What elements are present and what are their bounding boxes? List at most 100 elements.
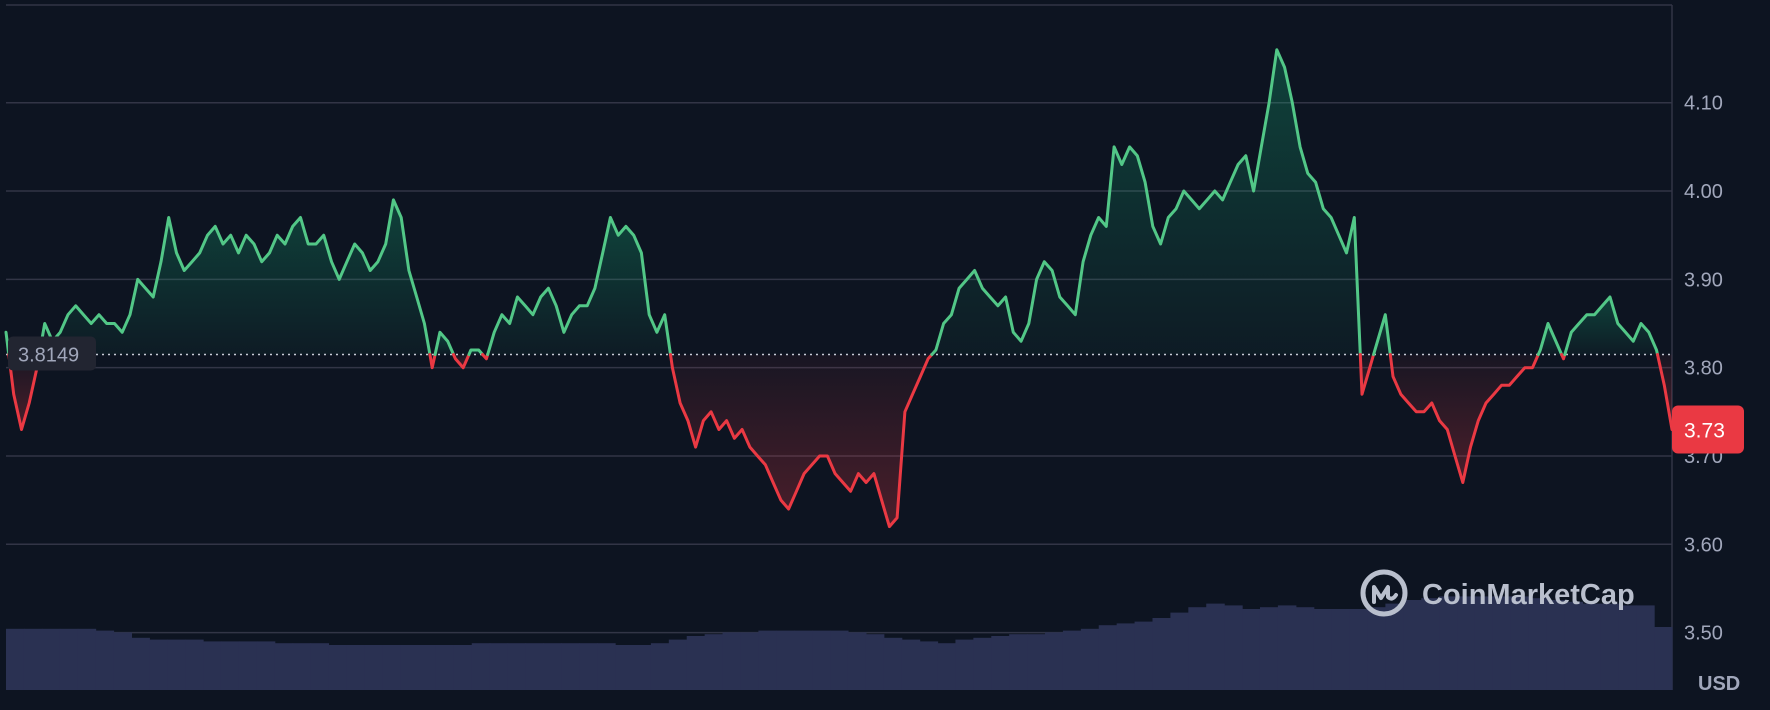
volume-bar — [632, 645, 652, 690]
volume-bar — [1528, 598, 1548, 690]
volume-bars — [6, 596, 1673, 690]
volume-bar — [1295, 607, 1315, 690]
volume-bar — [1045, 632, 1064, 690]
price-line-segments — [4, 48, 1674, 529]
volume-bar — [328, 645, 347, 690]
price-line-down — [1358, 353, 1376, 396]
volume-bar — [1385, 603, 1404, 690]
price-line-down — [1656, 353, 1674, 431]
volume-bar — [382, 645, 401, 690]
volume-bar — [525, 643, 545, 690]
volume-bar — [256, 641, 276, 690]
price-line-up — [467, 348, 485, 356]
volume-bar — [1582, 603, 1601, 690]
volume-bar — [955, 639, 974, 690]
volume-bar — [615, 645, 634, 690]
volume-bar — [59, 628, 79, 690]
volume-bar — [1206, 603, 1225, 690]
volume-bar — [310, 643, 330, 690]
volume-bar — [131, 637, 150, 690]
volume-bar — [203, 641, 222, 690]
volume-bar — [1134, 621, 1154, 690]
volume-bar — [238, 641, 258, 690]
current-price-text: 3.73 — [1684, 419, 1725, 442]
coinmarketcap-logo-icon — [1360, 569, 1408, 617]
price-line-down — [1388, 353, 1540, 484]
volume-bar — [274, 643, 294, 690]
y-tick-label: 3.80 — [1684, 358, 1723, 380]
volume-bar — [758, 630, 777, 690]
volume-bar — [794, 630, 813, 690]
volume-bar — [1564, 601, 1584, 690]
volume-bar — [722, 632, 742, 690]
volume-bar — [1457, 596, 1476, 690]
volume-bar — [1242, 609, 1261, 690]
volume-bar — [704, 634, 724, 690]
volume-bar — [561, 643, 580, 690]
y-axis-ticks: 3.503.603.703.803.904.004.10 — [1684, 93, 1723, 645]
volume-bar — [292, 643, 312, 690]
volume-bar — [1510, 596, 1530, 690]
volume-bar — [1349, 609, 1369, 690]
volume-bar — [1098, 625, 1118, 690]
volume-bar — [901, 639, 921, 690]
volume-bar — [650, 643, 670, 690]
volume-bar — [1492, 596, 1512, 690]
area-above-reference — [1538, 323, 1562, 355]
volume-bar — [453, 645, 473, 690]
price-line-up — [1536, 322, 1564, 356]
reference-price-label: 3.8149 — [8, 336, 96, 371]
volume-bar — [1474, 596, 1494, 690]
y-tick-label: 3.60 — [1684, 534, 1723, 556]
volume-bar — [418, 645, 437, 690]
volume-bar — [489, 643, 509, 690]
area-below-reference — [453, 354, 469, 368]
volume-bar — [1259, 607, 1279, 690]
area-below-reference — [1657, 354, 1672, 430]
volume-bar — [507, 643, 527, 690]
price-line-up — [433, 330, 455, 356]
area-above-reference — [487, 217, 671, 355]
price-line-down — [452, 353, 471, 370]
volume-bar — [41, 628, 61, 690]
volume-bar — [543, 643, 562, 690]
price-line-up — [1372, 313, 1392, 356]
volume-bar — [812, 630, 831, 690]
area-above-reference — [931, 49, 1361, 355]
volume-bar — [6, 628, 25, 690]
volume-bar — [1062, 630, 1082, 690]
volume-bar — [1439, 596, 1458, 690]
volume-bar — [883, 637, 903, 690]
price-line-down — [428, 353, 437, 370]
volume-bar — [991, 636, 1010, 690]
volume-bar — [973, 637, 992, 690]
volume-bar — [1027, 634, 1046, 690]
y-tick-label: 4.10 — [1684, 93, 1723, 115]
volume-bar — [400, 645, 419, 690]
currency-unit-label: USD — [1698, 673, 1740, 695]
volume-bar — [1188, 607, 1207, 690]
volume-bar — [686, 636, 706, 690]
volume-bar — [23, 628, 43, 690]
volume-bar — [919, 641, 939, 690]
price-line-up — [930, 48, 1362, 356]
coinmarketcap-watermark: CoinMarketCap — [1360, 569, 1635, 617]
volume-bar — [1224, 605, 1243, 690]
volume-bar — [847, 632, 867, 690]
price-line-up — [486, 216, 672, 356]
volume-bar — [579, 643, 598, 690]
volume-bar — [1546, 600, 1566, 690]
price-line-down — [669, 353, 934, 529]
area-above-reference — [39, 199, 430, 355]
volume-bar — [471, 643, 491, 690]
reference-price-text: 3.8149 — [18, 345, 79, 367]
volume-bar — [1331, 609, 1351, 690]
volume-bar — [149, 639, 168, 690]
y-tick-label: 3.50 — [1684, 623, 1723, 645]
volume-bar — [1152, 618, 1172, 690]
volume-bar — [1367, 607, 1386, 690]
volume-bar — [1009, 634, 1028, 690]
volume-bar — [167, 639, 186, 690]
volume-bar — [865, 634, 885, 690]
y-tick-label: 4.00 — [1684, 181, 1723, 203]
